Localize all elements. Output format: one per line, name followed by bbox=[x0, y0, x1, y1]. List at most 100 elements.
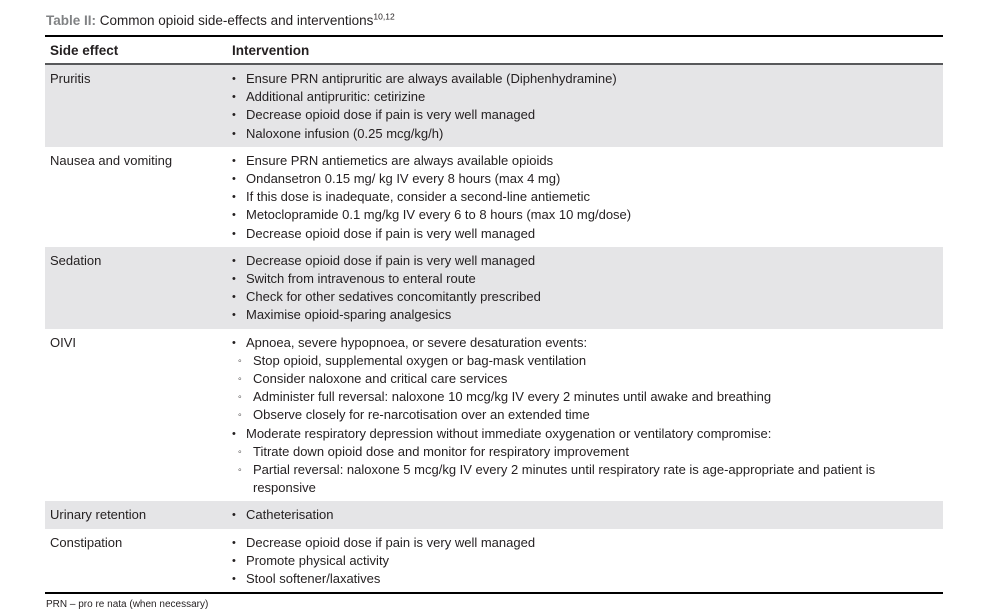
table-caption-citation: 10,12 bbox=[373, 11, 395, 22]
bullet-marker: • bbox=[232, 254, 236, 267]
item-text: Metoclopramide 0.1 mg/kg IV every 6 to 8… bbox=[246, 207, 632, 223]
table-row: Sedation • Decrease opioid dose if pain … bbox=[45, 246, 943, 329]
intervention-item: • Apnoea, severe hypopnoea, or severe de… bbox=[225, 334, 939, 352]
item-text: Check for other sedatives concomitantly … bbox=[246, 289, 541, 305]
intervention-item: • Promote physical activity bbox=[225, 552, 939, 570]
item-text: Consider naloxone and critical care serv… bbox=[253, 371, 508, 387]
intervention-item: • Ensure PRN antipruritic are always ava… bbox=[225, 70, 939, 88]
bullet-marker: ◦ bbox=[238, 464, 242, 477]
bullet-marker: • bbox=[232, 336, 236, 349]
bullet-marker: • bbox=[232, 273, 236, 286]
item-text: Decrease opioid dose if pain is very wel… bbox=[246, 225, 536, 241]
intervention-item: ◦ Stop opioid, supplemental oxygen or ba… bbox=[225, 352, 939, 370]
bullet-marker: • bbox=[232, 127, 236, 140]
side-effect-cell: Pruritis bbox=[50, 71, 91, 86]
bullet-marker: • bbox=[232, 509, 236, 522]
intervention-cell: • Ensure PRN antiemetics are always avai… bbox=[225, 147, 943, 247]
intervention-item: • Switch from intravenous to enteral rou… bbox=[225, 270, 939, 288]
bullet-marker: • bbox=[232, 427, 236, 440]
side-effect-cell: OIVI bbox=[50, 334, 77, 350]
item-text: Ondansetron 0.15 mg/ kg IV every 8 hours… bbox=[246, 171, 561, 187]
bullet-marker: • bbox=[232, 227, 236, 240]
item-text: Administer full reversal: naloxone 10 mc… bbox=[253, 389, 772, 405]
item-text: Ensure PRN antipruritic are always avail… bbox=[246, 71, 617, 86]
item-text: Stop opioid, supplemental oxygen or bag-… bbox=[253, 352, 587, 368]
bullet-marker: • bbox=[232, 554, 236, 567]
intervention-cell: • Decrease opioid dose if pain is very w… bbox=[225, 247, 943, 329]
bullet-marker: • bbox=[232, 209, 236, 222]
intervention-cell: • Ensure PRN antipruritic are always ava… bbox=[225, 65, 943, 147]
intervention-items: • Catheterisation bbox=[225, 501, 943, 528]
intervention-item: • Naloxone infusion (0.25 mcg/kg/h) bbox=[225, 125, 939, 143]
bullet-marker: ◦ bbox=[238, 373, 242, 386]
table-body: Pruritis • Ensure PRN antipruritic are a… bbox=[45, 65, 943, 592]
intervention-item: ◦ Observe closely for re-narcotisation o… bbox=[225, 406, 939, 424]
intervention-cell: • Catheterisation bbox=[225, 501, 943, 528]
intervention-item: • Decrease opioid dose if pain is very w… bbox=[225, 106, 939, 124]
bullet-marker: ◦ bbox=[238, 354, 242, 367]
intervention-cell: • Decrease opioid dose if pain is very w… bbox=[225, 529, 943, 593]
table-caption-text: Common opioid side-effects and intervent… bbox=[96, 13, 374, 28]
side-effects-table: Side effect Intervention Pruritis • Ensu… bbox=[45, 35, 943, 595]
side-effect-cell: Constipation bbox=[50, 534, 123, 550]
bullet-marker: • bbox=[232, 191, 236, 204]
intervention-item: • Maximise opioid-sparing analgesics bbox=[225, 306, 939, 324]
bullet-marker: ◦ bbox=[238, 409, 242, 422]
intervention-item: • Ensure PRN antiemetics are always avai… bbox=[225, 152, 939, 170]
intervention-item: • Ondansetron 0.15 mg/ kg IV every 8 hou… bbox=[225, 170, 939, 188]
item-text: Partial reversal: naloxone 5 mcg/kg IV e… bbox=[253, 462, 876, 496]
bullet-marker: • bbox=[232, 536, 236, 549]
intervention-item: • Additional antipruritic: cetirizine bbox=[225, 88, 939, 106]
side-effect-cell: Urinary retention bbox=[50, 507, 147, 523]
item-text: Titrate down opioid dose and monitor for… bbox=[253, 443, 629, 459]
item-text: Switch from intravenous to enteral route bbox=[246, 271, 476, 287]
intervention-items: • Ensure PRN antiemetics are always avai… bbox=[225, 147, 943, 247]
intervention-item: • Stool softener/laxatives bbox=[225, 570, 939, 588]
item-text: Ensure PRN antiemetics are always availa… bbox=[246, 152, 554, 168]
table-row: Nausea and vomiting • Ensure PRN antieme… bbox=[45, 147, 943, 247]
intervention-item: ◦ Partial reversal: naloxone 5 mcg/kg IV… bbox=[225, 461, 939, 497]
intervention-cell: • Apnoea, severe hypopnoea, or severe de… bbox=[225, 329, 943, 502]
table-header-row: Side effect Intervention bbox=[45, 37, 943, 65]
side-effect-cell: Sedation bbox=[50, 252, 102, 268]
item-text: Catheterisation bbox=[246, 507, 334, 523]
item-text: Naloxone infusion (0.25 mcg/kg/h) bbox=[246, 125, 444, 141]
table-row: Urinary retention • Catheterisation bbox=[45, 501, 943, 529]
intervention-items: • Decrease opioid dose if pain is very w… bbox=[225, 247, 943, 329]
item-text: Decrease opioid dose if pain is very wel… bbox=[246, 534, 536, 550]
intervention-items: • Decrease opioid dose if pain is very w… bbox=[225, 529, 943, 593]
bullet-marker: • bbox=[232, 573, 236, 586]
side-effect-cell: Nausea and vomiting bbox=[50, 152, 173, 168]
item-text: Stool softener/laxatives bbox=[246, 571, 381, 587]
table-container: Table II: Common opioid side-effects and… bbox=[45, 11, 943, 611]
bullet-marker: • bbox=[232, 109, 236, 122]
intervention-item: • If this dose is inadequate, consider a… bbox=[225, 188, 939, 206]
intervention-item: • Moderate respiratory depression withou… bbox=[225, 425, 939, 443]
intervention-item: ◦ Titrate down opioid dose and monitor f… bbox=[225, 443, 939, 461]
bullet-marker: ◦ bbox=[238, 391, 242, 404]
intervention-item: • Metoclopramide 0.1 mg/kg IV every 6 to… bbox=[225, 206, 939, 224]
item-text: If this dose is inadequate, consider a s… bbox=[246, 189, 590, 205]
intervention-item: • Check for other sedatives concomitantl… bbox=[225, 288, 939, 306]
table-caption: Table II: Common opioid side-effects and… bbox=[46, 11, 943, 29]
intervention-items: • Apnoea, severe hypopnoea, or severe de… bbox=[225, 329, 943, 502]
item-text: Additional antipruritic: cetirizine bbox=[246, 89, 426, 105]
item-text: Moderate respiratory depression without … bbox=[246, 425, 772, 441]
bullet-marker: • bbox=[232, 154, 236, 167]
intervention-item: • Decrease opioid dose if pain is very w… bbox=[225, 534, 939, 552]
bullet-marker: • bbox=[232, 309, 236, 322]
column-header-intervention: Intervention bbox=[232, 43, 310, 58]
bullet-marker: • bbox=[232, 73, 236, 85]
table-row: OIVI • Apnoea, severe hypopnoea, or seve… bbox=[45, 329, 943, 502]
item-text: Observe closely for re-narcotisation ove… bbox=[253, 407, 590, 423]
item-text: Apnoea, severe hypopnoea, or severe desa… bbox=[246, 334, 588, 350]
intervention-item: • Decrease opioid dose if pain is very w… bbox=[225, 225, 939, 243]
intervention-item: ◦ Administer full reversal: naloxone 10 … bbox=[225, 388, 939, 406]
bullet-marker: • bbox=[232, 173, 236, 186]
table-caption-label: Table II: bbox=[46, 13, 97, 28]
intervention-items: • Ensure PRN antipruritic are always ava… bbox=[225, 65, 943, 147]
bullet-marker: • bbox=[232, 291, 236, 304]
item-text: Maximise opioid-sparing analgesics bbox=[246, 307, 452, 323]
intervention-item: • Decrease opioid dose if pain is very w… bbox=[225, 252, 939, 270]
